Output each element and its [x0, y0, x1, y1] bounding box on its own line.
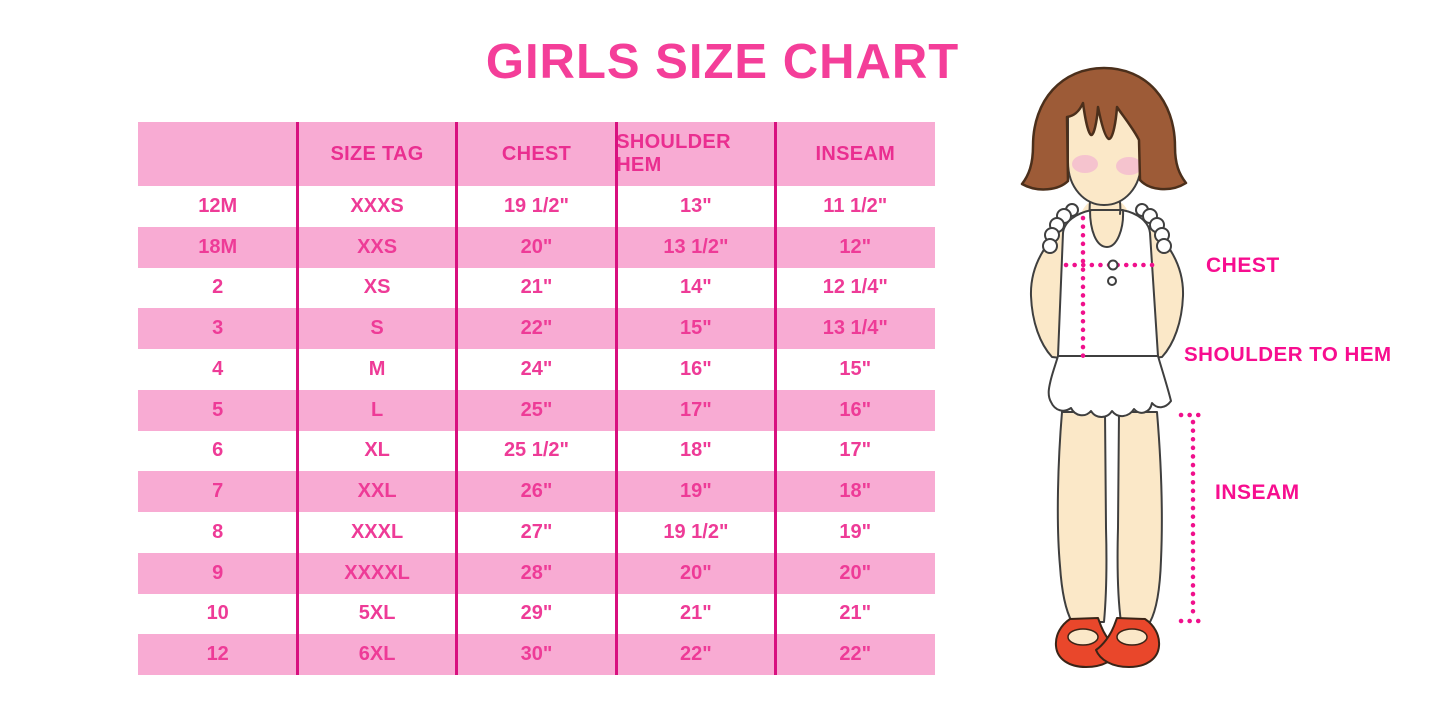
table-cell: 18"	[775, 471, 935, 512]
chest-label: CHEST	[1206, 254, 1280, 277]
table-cell: XXXL	[297, 512, 457, 553]
blush-cheeks	[1072, 155, 1142, 175]
row-size-label: 10	[138, 593, 298, 635]
table-cell: 30"	[456, 634, 617, 675]
header-cell: CHEST	[456, 122, 617, 186]
table-cell: 27"	[456, 512, 617, 553]
row-size-label: 2	[138, 267, 298, 309]
table-cell: 22"	[616, 634, 776, 675]
table-cell: 22"	[456, 308, 617, 349]
table-cell: 17"	[616, 389, 776, 431]
row-size-label: 7	[138, 471, 298, 512]
table-cell: 26"	[456, 471, 617, 512]
row-size-label: 9	[138, 552, 298, 594]
table-cell: XXL	[297, 471, 457, 512]
measurement-lines	[1063, 215, 1208, 624]
row-size-label: 8	[138, 512, 298, 553]
top-buttons	[1107, 259, 1119, 286]
table-cell: 19 1/2"	[456, 186, 617, 227]
table-cell: 25"	[456, 389, 617, 431]
table-cell: 13"	[616, 186, 776, 227]
shoulder-ruffles	[1042, 203, 1172, 254]
table-cell: 21"	[775, 593, 935, 635]
table-cell: 5XL	[297, 593, 457, 635]
table-column-divider	[455, 122, 459, 675]
table-cell: 15"	[616, 308, 776, 349]
table-column-divider	[774, 122, 778, 675]
row-size-label: 18M	[138, 226, 298, 268]
table-cell: 13 1/4"	[775, 308, 935, 349]
table-cell: 15"	[775, 349, 935, 390]
table-cell: 18"	[616, 430, 776, 472]
table-cell: 13 1/2"	[616, 226, 776, 268]
table-cell: 21"	[616, 593, 776, 635]
page-title: GIRLS SIZE CHART	[485, 35, 960, 89]
header-cell: SHOULDER HEM	[616, 122, 776, 186]
table-column-divider	[614, 122, 618, 675]
table-cell: S	[297, 308, 457, 349]
table-cell: XS	[297, 267, 457, 309]
table-cell: XXXXL	[297, 552, 457, 594]
table-cell: XXXS	[297, 186, 457, 227]
shoulder-to-hem-label: SHOULDER TO HEM	[1184, 343, 1392, 366]
row-size-label: 6	[138, 430, 298, 472]
table-cell: 19"	[616, 471, 776, 512]
table-column-divider	[295, 122, 299, 675]
row-size-label: 12	[138, 634, 298, 675]
girl-skirt	[1047, 355, 1172, 418]
girl-hair	[1020, 66, 1188, 191]
table-cell: 14"	[616, 267, 776, 309]
table-cell: 17"	[775, 430, 935, 472]
table-cell: 24"	[456, 349, 617, 390]
red-shoes	[1054, 617, 1161, 668]
table-cell: 12"	[775, 226, 935, 268]
table-cell: 11 1/2"	[775, 186, 935, 227]
size-table: SIZE TAG CHEST SHOULDER HEM INSEAM 12M XXXS 19…	[138, 122, 935, 675]
table-cell: 6XL	[297, 634, 457, 675]
table-cell: 28"	[456, 552, 617, 594]
row-size-label: 5	[138, 389, 298, 431]
row-size-label: 4	[138, 349, 298, 390]
table-cell: M	[297, 349, 457, 390]
girl-illustration: CHEST SHOULDER TO HEM INSEAM	[1020, 66, 1392, 668]
inseam-label: INSEAM	[1215, 481, 1300, 504]
row-size-label: 3	[138, 308, 298, 349]
header-cell	[138, 122, 298, 186]
header-cell: INSEAM	[775, 122, 935, 186]
table-cell: 12 1/4"	[775, 267, 935, 309]
table-cell: L	[297, 389, 457, 431]
table-cell: 16"	[616, 349, 776, 390]
table-cell: 19 1/2"	[616, 512, 776, 553]
girl-legs	[1056, 411, 1163, 623]
table-cell: 20"	[775, 552, 935, 594]
table-cell: 20"	[456, 226, 617, 268]
row-size-label: 12M	[138, 186, 298, 227]
table-cell: XXS	[297, 226, 457, 268]
table-cell: 16"	[775, 389, 935, 431]
table-cell: 22"	[775, 634, 935, 675]
table-cell: 20"	[616, 552, 776, 594]
table-cell: 21"	[456, 267, 617, 309]
table-cell: 29"	[456, 593, 617, 635]
table-cell: XL	[297, 430, 457, 472]
header-cell: SIZE TAG	[297, 122, 457, 186]
table-cell: 25 1/2"	[456, 430, 617, 472]
table-cell: 19"	[775, 512, 935, 553]
